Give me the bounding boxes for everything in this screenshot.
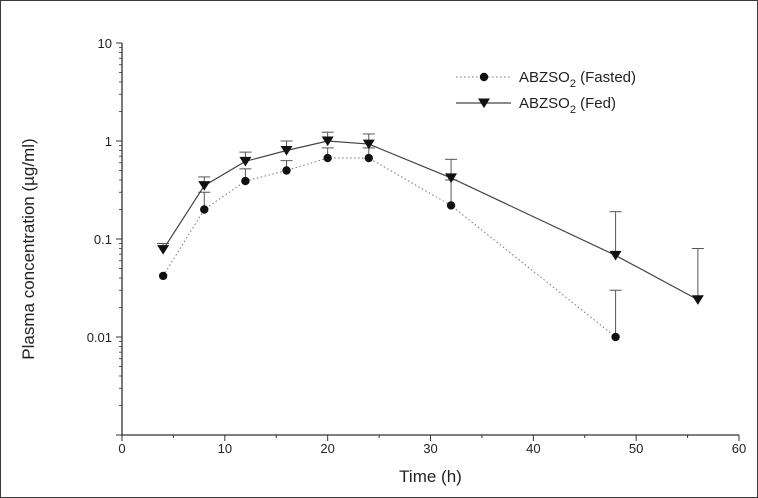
data-point: [282, 166, 291, 175]
x-tick-label: 40: [526, 441, 540, 456]
x-tick-label: 0: [118, 441, 125, 456]
legend-label: ABZSO2 (Fasted): [519, 69, 636, 90]
y-tick-label: 1: [105, 134, 112, 149]
legend-marker: [479, 72, 489, 82]
data-point: [280, 145, 293, 156]
x-tick-label: 50: [629, 441, 643, 456]
x-tick-label: 30: [423, 441, 437, 456]
series-fed: [157, 131, 704, 305]
y-tick-label: 0.1: [94, 232, 112, 247]
data-point: [158, 271, 168, 281]
data-point: [445, 173, 458, 184]
data-point: [364, 153, 373, 163]
y-tick-label: 10: [98, 36, 112, 51]
data-point: [362, 139, 375, 150]
x-tick-label: 10: [218, 441, 232, 456]
x-tick-label: 60: [732, 441, 746, 456]
legend: ABZSO2 (Fasted) ABZSO2 (Fed): [456, 69, 636, 116]
data-point: [321, 136, 334, 147]
data-point: [241, 176, 250, 186]
series-line: [162, 157, 616, 338]
data-point: [157, 245, 170, 255]
axes: 0 10 20 30 40 50 60 0.01 0.1 1 10: [87, 36, 747, 456]
data-point: [239, 156, 252, 167]
data-point: [609, 250, 622, 261]
plot-area: [157, 131, 704, 342]
data-point: [323, 153, 332, 163]
y-tick-label: 0.01: [87, 330, 112, 345]
series-line: [162, 140, 699, 301]
x-axis-title: Time (h): [399, 467, 462, 486]
legend-label: ABZSO2 (Fed): [519, 95, 616, 116]
data-point: [200, 205, 209, 214]
series-fasted: [158, 147, 622, 342]
x-tick-label: 20: [320, 441, 334, 456]
legend-marker: [478, 98, 490, 109]
y-axis-title: Plasma concentration (µg/ml): [19, 138, 38, 359]
data-point: [446, 201, 456, 210]
data-point: [611, 332, 620, 342]
data-point: [691, 295, 704, 305]
data-point: [198, 181, 211, 191]
